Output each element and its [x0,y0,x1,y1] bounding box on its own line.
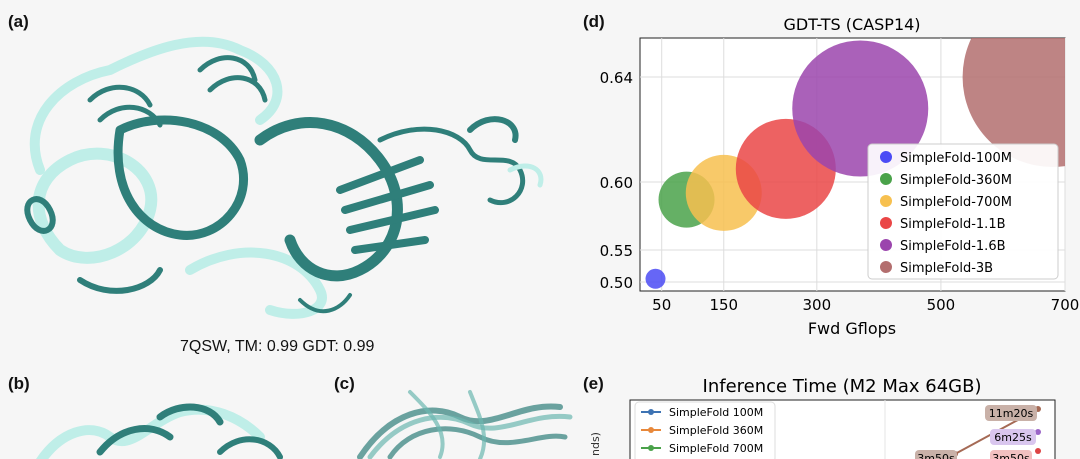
protein-structure-b [36,403,283,459]
legend-marker-2 [880,195,892,207]
chart-e-legend-box [634,401,776,459]
chart-d-legend-box [867,143,1059,280]
chart-e-legend-marker-0 [648,409,654,415]
chart-d-xlabel: Fwd Gflops [808,319,896,338]
annotation-box [990,450,1032,459]
annotation-11m20s: 11m20s [989,407,1034,420]
panel-letter-c: (c) [334,374,355,393]
chart-d-legend: SimpleFold-100M SimpleFold-360M SimpleFold… [867,143,1059,280]
bubble-simplefold-1.6b [792,40,929,177]
chart-e-legend-label-0: SimpleFold 100M [669,406,763,419]
chart-d-xtick-label-2: 300 [803,296,832,314]
chart-e-legend: SimpleFold 100M SimpleFold 360M SimpleFold… [634,401,776,459]
legend-label-5: SimpleFold-3B [900,261,993,276]
annotation-6m25s: 6m25s [994,431,1032,444]
legend-marker-1 [880,173,892,185]
chart-e-annotations: 11m20s 6m25s 3m50s 3m50s [915,405,1037,459]
legend-marker-5 [880,261,892,273]
chart-d-xtick-label-1: 150 [709,296,738,314]
chart-d-xtick-label-3: 500 [927,296,956,314]
legend-label-4: SimpleFold-1.6B [900,239,1006,254]
legend-label-0: SimpleFold-100M [900,151,1012,166]
annotation-box [985,405,1037,421]
chart-e-legend-label-1: SimpleFold 360M [669,424,763,437]
chart-d-ytick-label-3: 0.64 [600,69,633,87]
chart-e-legend-marker-1 [648,427,654,433]
panel-letter-d: (d) [583,12,605,31]
annotation-3m50s-b: 3m50s [992,452,1030,459]
chart-d-ytick-label-1: 0.55 [600,242,633,260]
chart-e-legend-marker-2 [648,445,654,451]
panel-letter-b: (b) [8,374,30,393]
panel-letter-e: (e) [583,374,604,393]
legend-marker-0 [880,151,892,163]
chart-d-ytick-label-0: 0.50 [600,274,633,292]
chart-d-ytick-label-2: 0.60 [600,174,633,192]
legend-label-3: SimpleFold-1.1B [900,217,1006,232]
protein-ensemble-c [357,390,573,459]
panel-a-caption: 7QSW, TM: 0.99 GDT: 0.99 [180,338,375,355]
bubble-simplefold-100m [645,268,666,289]
protein-structure-7qsw [24,36,544,319]
chart-d-bubbles [645,38,1065,289]
chart-d-x-ticks: 50 150 300 500 700 [652,296,1079,314]
annotation-box [990,429,1036,445]
inference-time-chart: Inference Time (M2 Max 64GB) nds) Simple… [589,376,1056,459]
gdt-ts-bubble-chart: GDT-TS (CASP14) 0.50 0.55 0.60 0.64 50 150 30… [600,15,1080,338]
chart-e-legend-label-2: SimpleFold 700M [669,442,763,455]
chart-d-title: GDT-TS (CASP14) [783,15,920,34]
legend-label-2: SimpleFold-700M [900,195,1012,210]
chart-e-point [1035,448,1041,454]
chart-d-xtick-label-4: 700 [1051,296,1080,314]
annotation-box [915,450,957,459]
legend-marker-3 [880,217,892,229]
chart-e-ylabel: nds) [589,432,602,456]
chart-e-title: Inference Time (M2 Max 64GB) [703,376,982,397]
chart-e-point [1035,429,1041,435]
chart-d-xtick-label-0: 50 [652,296,671,314]
legend-marker-4 [880,239,892,251]
annotation-3m50s-a: 3m50s [917,452,955,459]
legend-label-1: SimpleFold-360M [900,173,1012,188]
panel-letter-a: (a) [8,12,29,31]
bubble-simplefold-3b [962,38,1065,167]
chart-d-y-ticks: 0.50 0.55 0.60 0.64 [600,69,633,292]
